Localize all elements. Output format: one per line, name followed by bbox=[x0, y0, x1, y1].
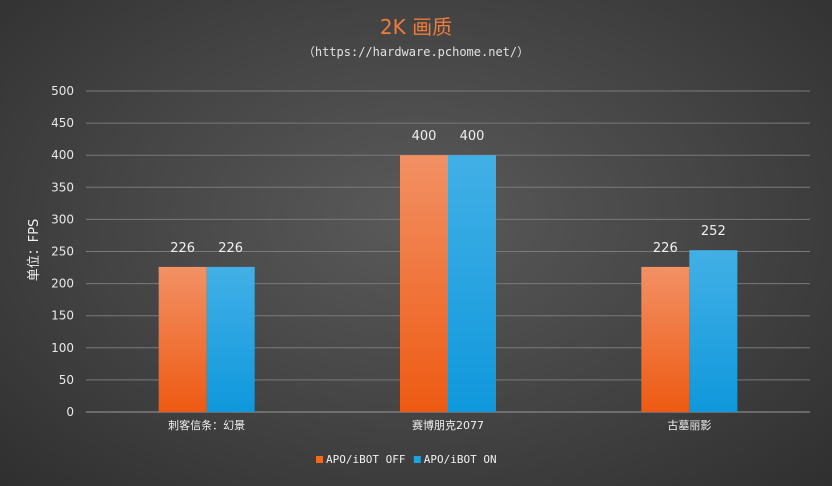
data-label: 226 bbox=[653, 241, 678, 256]
x-category-label: 赛博朋克2077 bbox=[412, 418, 484, 432]
legend-swatch bbox=[316, 456, 323, 463]
y-tick-label: 300 bbox=[51, 212, 74, 226]
y-tick-label: 450 bbox=[51, 116, 74, 130]
x-axis-categories: 刺客信条：幻景 赛博朋克2077 古墓丽影 bbox=[168, 418, 711, 432]
data-label: 400 bbox=[412, 129, 437, 144]
bar bbox=[448, 155, 496, 412]
legend-label: APO/iBOT OFF bbox=[326, 453, 405, 466]
y-tick-label: 100 bbox=[51, 341, 74, 355]
data-label: 226 bbox=[218, 241, 243, 256]
y-axis-ticks: 0 50 100 150 200 250 300 350 400 450 500 bbox=[51, 84, 74, 419]
chart-subtitle: （https://hardware.pchome.net/） bbox=[303, 45, 529, 59]
y-tick-label: 50 bbox=[59, 373, 74, 387]
legend: APO/iBOT OFF APO/iBOT ON bbox=[316, 453, 497, 466]
data-labels: 226 226 400 400 226 252 bbox=[170, 129, 725, 256]
y-tick-label: 200 bbox=[51, 277, 74, 291]
bars bbox=[158, 155, 738, 412]
y-axis-label: 单位：FPS bbox=[27, 219, 42, 282]
y-tick-label: 400 bbox=[51, 148, 74, 162]
bar bbox=[206, 266, 255, 412]
y-tick-label: 150 bbox=[51, 309, 74, 323]
bar bbox=[641, 266, 690, 412]
y-tick-label: 250 bbox=[51, 245, 74, 259]
data-label: 226 bbox=[170, 241, 195, 256]
bar bbox=[158, 266, 207, 412]
bar bbox=[400, 155, 448, 412]
y-tick-label: 350 bbox=[51, 180, 74, 194]
y-tick-label: 0 bbox=[66, 405, 74, 419]
data-label: 400 bbox=[460, 129, 485, 144]
legend-label: APO/iBOT ON bbox=[424, 453, 497, 466]
y-tick-label: 500 bbox=[51, 84, 74, 98]
bar bbox=[689, 250, 738, 412]
x-category-label: 古墓丽影 bbox=[667, 419, 711, 432]
data-label: 252 bbox=[701, 224, 726, 239]
chart-title: 2K 画质 bbox=[380, 15, 452, 39]
x-category-label: 刺客信条：幻景 bbox=[168, 418, 245, 432]
legend-swatch bbox=[413, 456, 421, 463]
